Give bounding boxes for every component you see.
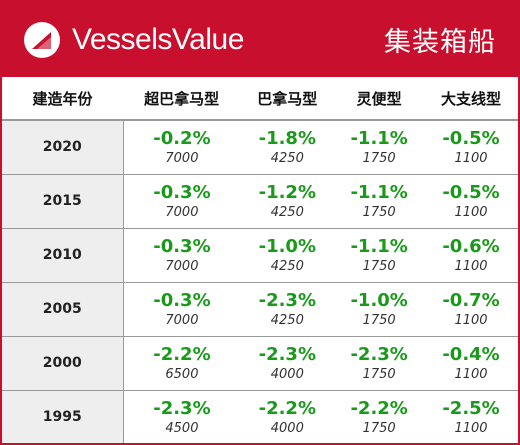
percent-change: -0.3% xyxy=(153,289,211,311)
percent-change: -2.3% xyxy=(258,343,316,365)
build-year-cell: 1995 xyxy=(2,390,124,443)
value-cell: -1.0% 1750 xyxy=(334,282,424,336)
table-row: 2020 -0.2% 7000 -1.8% 4250 -1.1% 1750 -0.5% 1100 xyxy=(2,120,518,174)
teu-capacity: 4250 xyxy=(270,312,304,328)
teu-capacity: 1100 xyxy=(454,258,488,274)
percent-change: -2.3% xyxy=(258,289,316,311)
table-row: 2015 -0.3% 7000 -1.2% 4250 -1.1% 1750 -0.5% 1100 xyxy=(2,174,518,228)
teu-capacity: 1750 xyxy=(362,258,396,274)
percent-change: -0.5% xyxy=(442,127,500,149)
value-cell: -2.2% 6500 xyxy=(123,336,240,390)
percent-change: -1.1% xyxy=(350,235,408,257)
teu-capacity: 4500 xyxy=(165,420,199,436)
percent-change: -1.8% xyxy=(258,127,316,149)
teu-capacity: 1750 xyxy=(362,366,396,382)
percent-change: -2.2% xyxy=(350,397,408,419)
percent-change: -1.1% xyxy=(350,181,408,203)
value-change-table: 建造年份 超巴拿马型 巴拿马型 灵便型 大支线型 2020 -0.2% 7000 -1… xyxy=(2,77,518,443)
percent-change: -1.1% xyxy=(350,127,408,149)
teu-capacity: 1750 xyxy=(362,312,396,328)
teu-capacity: 1100 xyxy=(454,150,488,166)
value-cell: -0.4% 1100 xyxy=(424,336,518,390)
percent-change: -1.2% xyxy=(258,181,316,203)
value-cell: -1.2% 4250 xyxy=(240,174,334,228)
teu-capacity: 7000 xyxy=(165,204,199,220)
percent-change: -2.5% xyxy=(442,397,500,419)
table-row: 2005 -0.3% 7000 -2.3% 4250 -1.0% 1750 -0.7% 1100 xyxy=(2,282,518,336)
table-body: 2020 -0.2% 7000 -1.8% 4250 -1.1% 1750 -0.5% 1100… xyxy=(2,120,518,443)
teu-capacity: 1100 xyxy=(454,204,488,220)
column-header-build-year: 建造年份 xyxy=(2,77,123,121)
value-cell: -2.5% 1100 xyxy=(424,390,518,443)
header-bar: VesselsValue 集装箱船 xyxy=(2,2,518,77)
percent-change: -2.2% xyxy=(258,397,316,419)
teu-capacity: 1100 xyxy=(454,312,488,328)
percent-change: -0.3% xyxy=(153,181,211,203)
value-cell: -0.3% 7000 xyxy=(123,228,240,282)
teu-capacity: 4000 xyxy=(270,366,304,382)
value-cell: -0.2% 7000 xyxy=(123,120,240,174)
value-cell: -1.1% 1750 xyxy=(334,228,424,282)
table-row: 1995 -2.3% 4500 -2.2% 4000 -2.2% 1750 -2.5% 1100 xyxy=(2,390,518,443)
teu-capacity: 1100 xyxy=(454,366,488,382)
table-row: 2000 -2.2% 6500 -2.3% 4000 -2.3% 1750 -0.4% 1100 xyxy=(2,336,518,390)
value-cell: -0.6% 1100 xyxy=(424,228,518,282)
column-header-panamax: 巴拿马型 xyxy=(240,77,335,121)
teu-capacity: 1100 xyxy=(454,420,488,436)
build-year-cell: 2005 xyxy=(2,282,124,336)
percent-change: -2.3% xyxy=(153,397,211,419)
column-header-handy: 灵便型 xyxy=(334,77,425,121)
teu-capacity: 7000 xyxy=(165,150,199,166)
column-header-post-panamax: 超巴拿马型 xyxy=(123,77,241,121)
teu-capacity: 1750 xyxy=(362,150,396,166)
value-cell: -0.5% 1100 xyxy=(424,120,518,174)
teu-capacity: 1750 xyxy=(362,204,396,220)
table-header-row: 建造年份 超巴拿马型 巴拿马型 灵便型 大支线型 xyxy=(2,77,518,121)
value-cell: -0.3% 7000 xyxy=(123,282,240,336)
build-year-cell: 2010 xyxy=(2,228,124,282)
percent-change: -2.3% xyxy=(350,343,408,365)
vesselsvalue-logo-icon xyxy=(24,21,60,58)
percent-change: -0.3% xyxy=(153,235,211,257)
value-cell: -2.2% 4000 xyxy=(240,390,334,443)
teu-capacity: 4250 xyxy=(270,258,304,274)
teu-capacity: 1750 xyxy=(362,420,396,436)
percent-change: -2.2% xyxy=(153,343,211,365)
value-cell: -0.5% 1100 xyxy=(424,174,518,228)
build-year-cell: 2000 xyxy=(2,336,124,390)
teu-capacity: 4000 xyxy=(270,420,304,436)
table-row: 2010 -0.3% 7000 -1.0% 4250 -1.1% 1750 -0.6% 1100 xyxy=(2,228,518,282)
value-cell: -0.7% 1100 xyxy=(424,282,518,336)
teu-capacity: 7000 xyxy=(165,312,199,328)
brand-name: VesselsValue xyxy=(72,22,244,56)
teu-capacity: 7000 xyxy=(165,258,199,274)
value-cell: -2.3% 4250 xyxy=(240,282,334,336)
percent-change: -0.4% xyxy=(442,343,500,365)
value-cell: -2.3% 1750 xyxy=(334,336,424,390)
teu-capacity: 6500 xyxy=(165,366,199,382)
segment-title: 集装箱船 xyxy=(384,27,496,58)
percent-change: -0.6% xyxy=(442,235,500,257)
percent-change: -1.0% xyxy=(258,235,316,257)
percent-change: -0.2% xyxy=(153,127,211,149)
value-cell: -1.1% 1750 xyxy=(334,174,424,228)
value-cell: -2.2% 1750 xyxy=(334,390,424,443)
column-header-feeder-max: 大支线型 xyxy=(424,77,518,121)
value-cell: -1.1% 1750 xyxy=(334,120,424,174)
value-cell: -0.3% 7000 xyxy=(123,174,240,228)
build-year-cell: 2020 xyxy=(2,120,124,174)
teu-capacity: 4250 xyxy=(270,204,304,220)
percent-change: -0.7% xyxy=(442,289,500,311)
value-cell: -2.3% 4000 xyxy=(240,336,334,390)
build-year-cell: 2015 xyxy=(2,174,124,228)
teu-capacity: 4250 xyxy=(270,150,304,166)
brand: VesselsValue xyxy=(24,21,244,58)
value-cell: -1.8% 4250 xyxy=(240,120,334,174)
percent-change: -1.0% xyxy=(350,289,408,311)
percent-change: -0.5% xyxy=(442,181,500,203)
value-cell: -2.3% 4500 xyxy=(123,390,240,443)
value-cell: -1.0% 4250 xyxy=(240,228,334,282)
